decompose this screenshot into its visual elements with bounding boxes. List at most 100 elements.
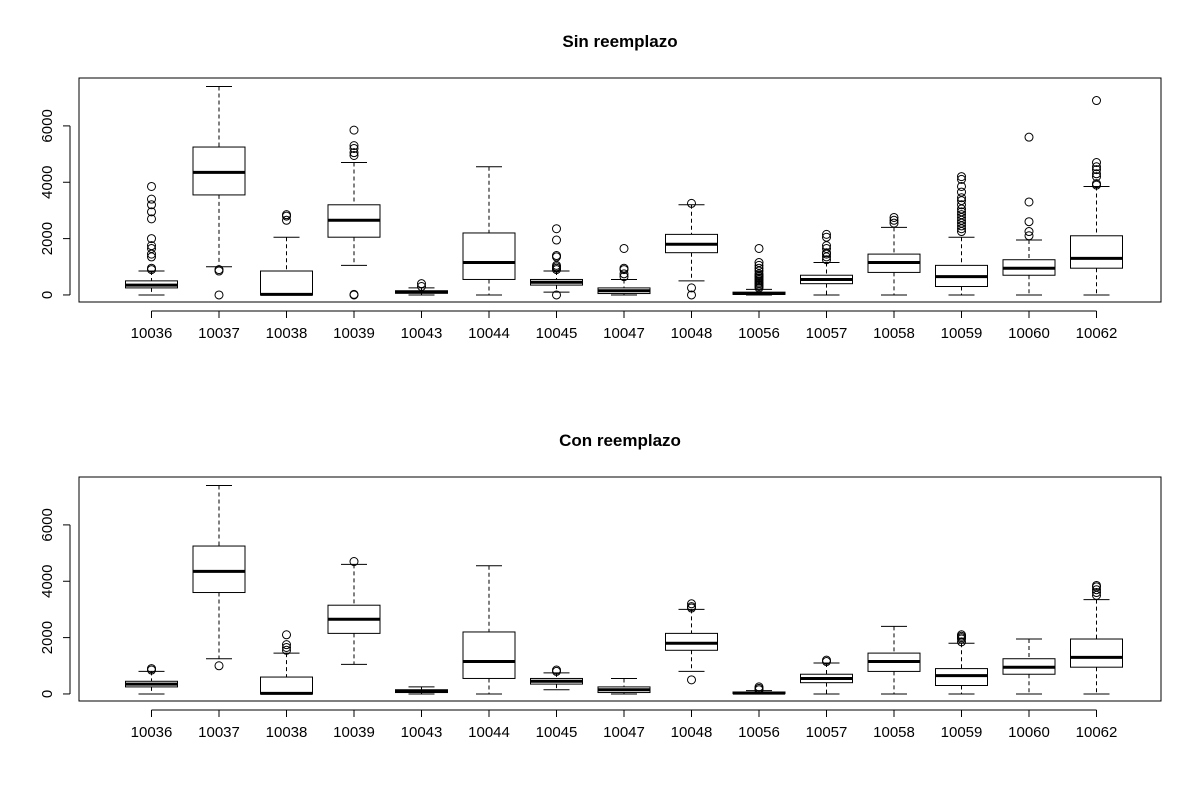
outlier-point (1092, 585, 1101, 595)
x-tick-label: 10037 (198, 724, 240, 741)
x-tick-label: 10043 (401, 325, 443, 342)
box-10037 (192, 85, 246, 300)
outlier-point (822, 243, 831, 253)
outlier-point (1092, 179, 1101, 189)
outlier-point (417, 279, 426, 289)
outlier-point (1092, 162, 1101, 172)
outlier-point (147, 234, 156, 244)
outlier-point (957, 174, 966, 184)
outlier-point (214, 265, 224, 275)
box-10062 (1070, 580, 1123, 695)
box-10037 (192, 484, 246, 671)
outlier-point (957, 200, 966, 210)
outlier-point (687, 602, 696, 612)
outlier-point (282, 645, 291, 655)
box-10062 (1070, 96, 1123, 296)
y-tick-label: 6000 (39, 508, 56, 541)
box-10060 (1002, 638, 1056, 695)
y-tick-label: 4000 (39, 166, 56, 199)
outlier-point (1024, 231, 1034, 241)
x-tick-label: 10043 (401, 724, 443, 741)
box-rect (462, 232, 516, 280)
x-tick-label: 10037 (198, 325, 240, 342)
box-10056 (732, 682, 786, 695)
outlier-point (552, 224, 561, 234)
outlier-point (754, 260, 764, 270)
y-tick-label: 6000 (39, 109, 56, 142)
outlier-point (822, 248, 831, 258)
outlier-point (147, 207, 156, 217)
outlier-point (282, 215, 291, 225)
box-10057 (800, 655, 853, 695)
chart-title: Con reemplazo (559, 431, 681, 450)
y-tick-label: 2000 (39, 621, 56, 654)
panel-con-reemplazo: Con reemplazo 0 2000 4000 6000 10036 10037 100… (39, 431, 1162, 741)
outlier-point (147, 214, 156, 224)
box-10038 (260, 210, 313, 296)
outlier-point (1092, 588, 1101, 598)
outlier-point (147, 664, 156, 674)
x-tick-label: 10038 (266, 325, 308, 342)
outlier-point (754, 243, 764, 253)
x-tick-label: 10044 (468, 724, 510, 741)
x-tick-label: 10044 (468, 325, 510, 342)
outlier-point (619, 269, 629, 279)
outlier-point (1024, 132, 1034, 142)
outlier-point (957, 210, 966, 220)
outlier-point (957, 193, 966, 203)
x-tick-label: 10057 (806, 325, 848, 342)
x-tick-label: 10056 (738, 724, 780, 741)
chart-title: Sin reemplazo (562, 32, 677, 51)
box-rect (260, 676, 313, 695)
outlier-point (147, 194, 156, 204)
x-tick-label: 10039 (333, 724, 375, 741)
outlier-point (349, 289, 359, 299)
outlier-point (754, 682, 764, 692)
outlier-point (349, 141, 359, 151)
outlier-point (687, 675, 696, 685)
outlier-point (619, 243, 629, 253)
outlier-point (349, 143, 359, 153)
x-tick-label: 10060 (1008, 325, 1050, 342)
box-10059 (935, 630, 988, 695)
outlier-point (619, 263, 629, 273)
box-rect (462, 631, 516, 679)
box-10044 (462, 565, 516, 695)
box-10045 (530, 665, 583, 691)
outlier-point (1024, 217, 1034, 227)
outlier-point (552, 290, 561, 300)
box-10045 (530, 224, 583, 300)
x-tick-label: 10036 (131, 325, 173, 342)
outlier-point (214, 661, 224, 671)
x-tick-label: 10048 (671, 724, 713, 741)
box-rect (192, 545, 246, 594)
x-tick-label: 10058 (873, 325, 915, 342)
outlier-point (822, 655, 831, 665)
plot-frame (78, 476, 1162, 702)
x-tick-label: 10047 (603, 325, 645, 342)
box-10038 (260, 630, 313, 695)
outlier-point (687, 599, 696, 609)
box-10056 (732, 243, 786, 296)
outlier-point (822, 255, 831, 265)
x-tick-label: 10062 (1076, 325, 1118, 342)
box-10043 (395, 686, 448, 695)
outlier-point (1092, 158, 1101, 168)
outlier-point (1092, 172, 1101, 182)
outlier-point (957, 637, 966, 647)
box-10048 (665, 599, 718, 685)
box-10047 (597, 677, 651, 695)
outlier-point (822, 229, 831, 239)
box-rect (260, 270, 313, 296)
outlier-point (687, 283, 696, 293)
outlier-point (349, 125, 359, 135)
box-10036 (125, 664, 178, 695)
outlier-point (957, 181, 966, 191)
y-tick-label: 2000 (39, 222, 56, 255)
x-tick-label: 10060 (1008, 724, 1050, 741)
x-tick-label: 10045 (536, 724, 578, 741)
outlier-point (957, 630, 966, 640)
box-10043 (395, 279, 448, 296)
outlier-point (147, 263, 156, 273)
